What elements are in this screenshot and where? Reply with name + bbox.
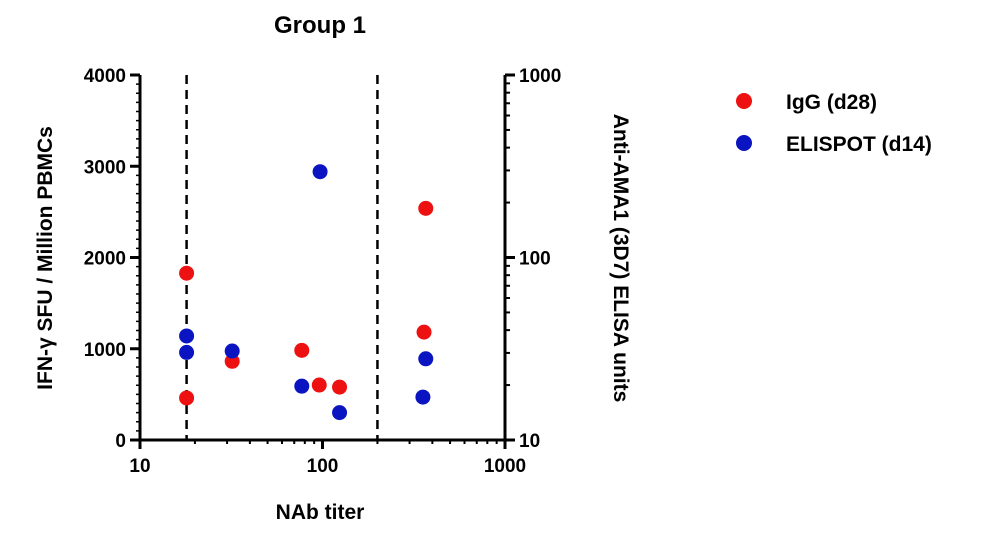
- data-point-elispot: [415, 389, 431, 405]
- x-tick-label: 10: [129, 456, 150, 477]
- data-point-igg: [294, 342, 310, 358]
- data-point-igg: [418, 200, 434, 216]
- x-tick-label: 100: [307, 456, 339, 477]
- y-right-tick-label: 100: [519, 249, 551, 270]
- data-point-elispot: [332, 405, 348, 421]
- legend: IgG (d28) ELISPOT (d14): [736, 91, 932, 156]
- x-tick-label: 1000: [484, 456, 526, 477]
- y-axis-right-label: Anti-AMA1 (3D7) ELISA units: [609, 114, 632, 403]
- data-point-elispot: [312, 164, 328, 180]
- data-point-igg: [179, 265, 195, 281]
- data-point-igg: [332, 379, 348, 395]
- axes: 10 100 1000 0 1000 2000 3000 4000 10 100 1000: [84, 66, 562, 477]
- data-point-igg: [416, 324, 432, 340]
- reference-lines: [185, 75, 379, 440]
- legend-label: IgG (d28): [786, 91, 877, 114]
- legend-marker: [736, 93, 752, 109]
- x-axis-label: NAb titer: [276, 501, 365, 524]
- chart-title: Group 1: [274, 12, 366, 39]
- data-point-elispot: [224, 343, 240, 359]
- y-left-tick-label: 0: [115, 431, 126, 452]
- y-axis-left-label: IFN-γ SFU / Million PBMCs: [34, 126, 57, 390]
- y-left-tick-label: 4000: [84, 66, 126, 87]
- data-point-elispot: [418, 351, 434, 367]
- y-left-tick-label: 3000: [84, 157, 126, 178]
- legend-marker: [736, 135, 752, 151]
- data-point-elispot: [179, 344, 195, 360]
- y-left-tick-label: 2000: [84, 249, 126, 270]
- data-points: [179, 164, 434, 421]
- legend-label: ELISPOT (d14): [786, 133, 932, 156]
- data-point-elispot: [179, 328, 195, 344]
- y-right-tick-label: 10: [519, 431, 540, 452]
- y-left-tick-label: 1000: [84, 340, 126, 361]
- data-point-igg: [179, 390, 195, 406]
- data-point-igg: [311, 377, 327, 393]
- data-point-elispot: [294, 378, 310, 394]
- y-right-tick-label: 1000: [519, 66, 561, 87]
